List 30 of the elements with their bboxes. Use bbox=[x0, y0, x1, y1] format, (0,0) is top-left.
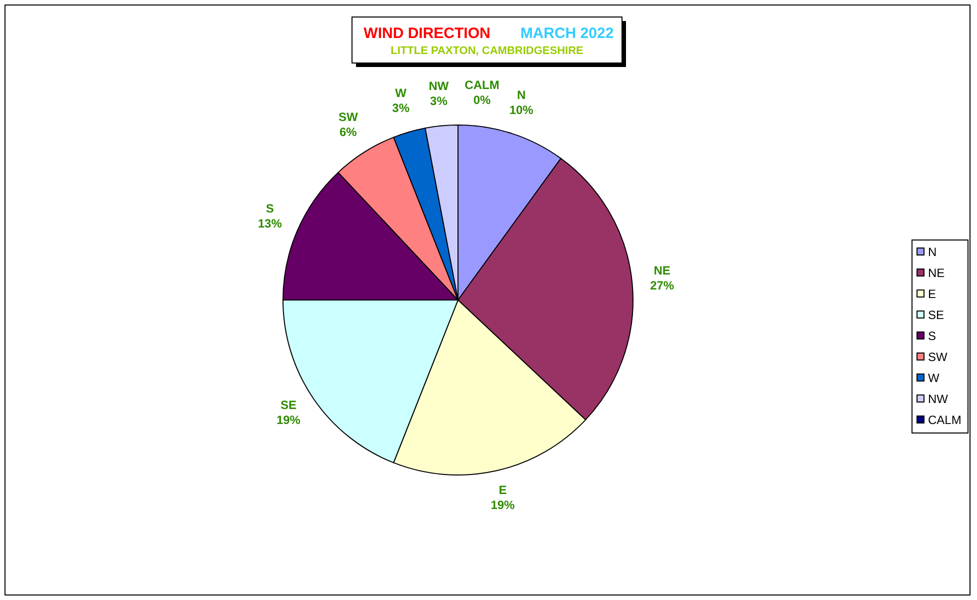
slice-label: NW bbox=[428, 78, 450, 93]
slice-label: W bbox=[395, 86, 408, 100]
slice-label: NE bbox=[654, 264, 670, 278]
text: LITTLE PAXTON, CAMBRIDGESHIRE bbox=[390, 45, 584, 57]
legend-label: NE bbox=[928, 266, 945, 280]
legend-label: W bbox=[928, 371, 940, 385]
legend-label: NW bbox=[928, 392, 949, 406]
data-label: 6% bbox=[339, 124, 358, 139]
legend-label: CALM bbox=[928, 413, 962, 427]
slice-label: SE bbox=[280, 398, 296, 412]
data-label: 19% bbox=[276, 413, 301, 428]
chart-subtitle: MARCH 2022 bbox=[520, 25, 614, 42]
data-label: 27% bbox=[650, 278, 674, 293]
chart-title: WIND DIRECTION bbox=[364, 25, 490, 42]
slice-label: E bbox=[498, 483, 507, 498]
legend-label: SE bbox=[928, 308, 944, 322]
data-label: 3% bbox=[430, 94, 448, 108]
slice-label: S bbox=[266, 202, 274, 216]
legend-label: SW bbox=[928, 350, 948, 364]
legend-label: E bbox=[928, 287, 936, 301]
category-label: CALM bbox=[464, 78, 500, 92]
data-label: 10% bbox=[509, 103, 534, 118]
legend-label: N bbox=[928, 245, 937, 259]
text: 0% bbox=[473, 93, 491, 107]
slice-label: SW bbox=[338, 110, 358, 124]
legend-label: S bbox=[928, 329, 936, 343]
data-label: 19% bbox=[490, 498, 516, 512]
data-label: 13% bbox=[258, 216, 282, 231]
slice-label: N bbox=[517, 88, 526, 102]
data-label: 3% bbox=[392, 101, 410, 116]
